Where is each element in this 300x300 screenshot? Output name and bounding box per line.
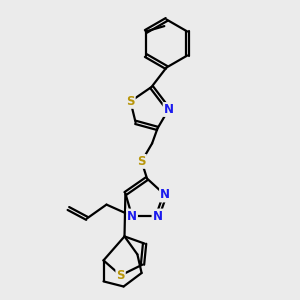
Text: S: S bbox=[126, 95, 135, 108]
Text: N: N bbox=[164, 103, 174, 116]
Text: N: N bbox=[127, 209, 137, 223]
Text: S: S bbox=[137, 155, 146, 168]
Text: N: N bbox=[152, 209, 163, 223]
Text: S: S bbox=[116, 269, 125, 282]
Text: N: N bbox=[160, 188, 170, 202]
